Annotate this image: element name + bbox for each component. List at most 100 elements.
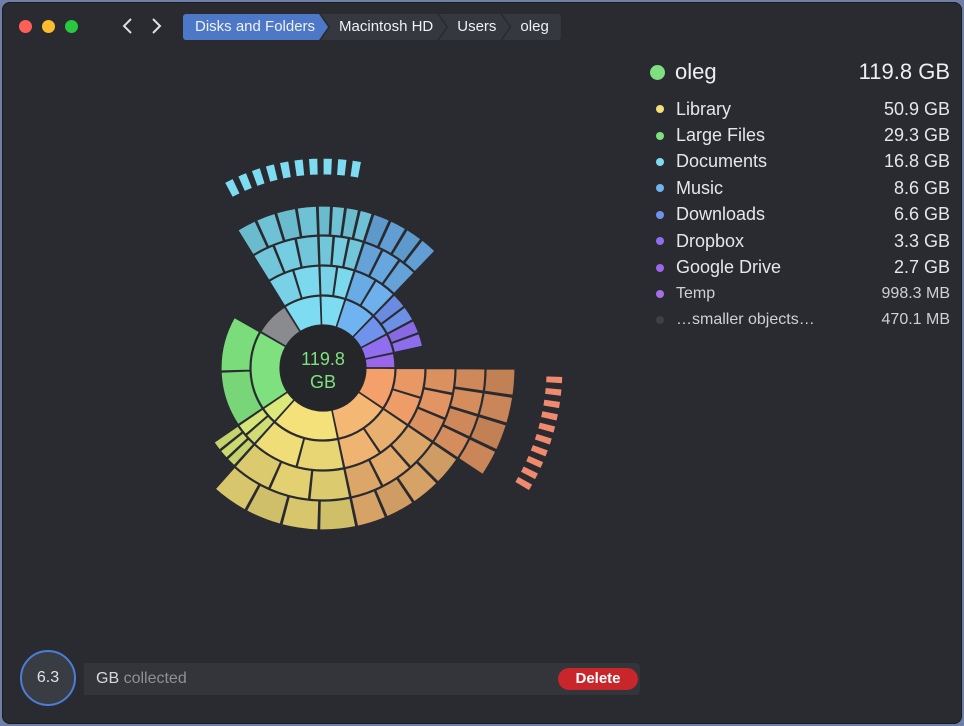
sunburst-segment[interactable] [237,408,269,436]
sunburst-segment[interactable] [318,497,357,531]
sunburst-segment[interactable] [382,388,422,426]
legend-item-dropbox[interactable]: Dropbox 3.3 GB [650,228,950,254]
sunburst-segment[interactable] [536,421,557,435]
sunburst-segment[interactable] [278,160,293,180]
sunburst-segment[interactable] [220,316,261,372]
sunburst-segment[interactable] [307,157,319,177]
sunburst-segment[interactable] [382,259,416,295]
sunburst-segment[interactable] [213,425,244,451]
center-circle[interactable] [280,325,366,411]
zoom-window-button[interactable] [65,20,78,33]
sunburst-segment[interactable] [374,477,414,518]
legend-item-large-files[interactable]: Large Files 29.3 GB [650,122,950,148]
sunburst-segment[interactable] [274,399,339,441]
sunburst-segment[interactable] [322,157,334,176]
sunburst-segment[interactable] [416,442,458,483]
sunburst-segment[interactable] [368,249,400,285]
sunburst-segment[interactable] [407,407,446,443]
sunburst-segment[interactable] [252,245,285,282]
sunburst-segment[interactable] [335,157,348,177]
sunburst-segment[interactable] [345,270,376,307]
legend-item-smaller-objects[interactable]: …smaller objects… 470.1 MB [650,307,950,333]
sunburst-segment[interactable] [457,438,497,476]
sunburst-segment[interactable] [519,464,540,481]
sunburst-segment[interactable] [390,332,424,354]
sunburst-segment[interactable] [354,241,383,277]
sunburst-segment[interactable] [350,489,387,527]
sunburst-segment[interactable] [417,388,453,420]
back-button[interactable] [118,13,138,39]
sunburst-segment[interactable] [432,425,470,459]
sunburst-segment[interactable] [220,370,264,426]
sunburst-segment[interactable] [343,238,364,271]
sunburst-segment[interactable] [539,409,560,422]
sunburst-segment[interactable] [296,205,319,238]
sunburst-segment[interactable] [292,265,321,299]
sunburst-segment[interactable] [442,406,479,438]
sunburst-segment[interactable] [330,205,346,237]
sunburst-segment[interactable] [377,220,407,255]
sunburst-segment[interactable] [344,459,383,498]
sunburst-segment[interactable] [293,158,306,178]
sunburst-segment[interactable] [245,415,275,445]
sunburst-segment[interactable] [478,392,514,424]
sunburst-segment[interactable] [423,367,456,394]
collector-drop-target[interactable]: 6.3 [20,650,76,706]
sunburst-segment[interactable] [533,432,554,447]
sunburst-segment[interactable] [317,205,332,236]
sunburst-segment[interactable] [275,207,302,242]
sunburst-segment[interactable] [254,421,305,468]
sunburst-segment[interactable] [332,266,355,300]
legend-item-library[interactable]: Library 50.9 GB [650,96,950,122]
sunburst-segment[interactable] [226,438,255,467]
sunburst-segment[interactable] [264,162,279,184]
sunburst-segment[interactable] [453,368,486,392]
sunburst-segment[interactable] [513,475,534,492]
sunburst-segment[interactable] [268,269,303,307]
forward-button[interactable] [146,13,166,39]
sunburst-segment[interactable] [529,443,550,458]
delete-button[interactable]: Delete [558,668,638,690]
sunburst-segment[interactable] [337,427,381,469]
sunburst-segment[interactable] [273,238,302,274]
legend-header[interactable]: oleg 119.8 GB [650,58,950,86]
sunburst-segment[interactable] [269,461,313,500]
sunburst-segment[interactable] [319,265,338,297]
legend-item-downloads[interactable]: Downloads 6.6 GB [650,202,950,228]
sunburst-segment[interactable] [392,367,426,399]
sunburst-segment[interactable] [296,437,345,471]
sunburst-segment[interactable] [391,228,422,263]
legend-item-music[interactable]: Music 8.6 GB [650,175,950,201]
sunburst-segment[interactable] [524,454,545,470]
sunburst-segment[interactable] [403,239,436,273]
sunburst-segment[interactable] [309,468,351,501]
close-window-button[interactable] [19,20,32,33]
sunburst-segment[interactable] [542,398,562,410]
sunburst-segment[interactable] [341,207,360,239]
sunburst-segment[interactable] [331,235,349,268]
sunburst-segment[interactable] [295,235,320,268]
sunburst-segment[interactable] [318,235,334,266]
sunburst-segment[interactable] [390,425,433,468]
breadcrumb-disks-and-folders[interactable]: Disks and Folders [183,14,328,40]
sunburst-segment[interactable] [245,484,289,525]
sunburst-chart[interactable]: 119.8 GB [2,42,642,642]
breadcrumb-users[interactable]: Users [439,14,509,40]
sunburst-segment[interactable] [364,213,391,248]
breadcrumb-macintosh-hd[interactable]: Macintosh HD [321,14,446,40]
sunburst-segment[interactable] [255,212,285,248]
sunburst-segment[interactable] [449,387,484,416]
sunburst-segment[interactable] [368,444,411,487]
sunburst-segment[interactable] [219,431,249,459]
sunburst-segment[interactable] [360,280,395,317]
sunburst-segment[interactable] [363,408,409,454]
sunburst-segment[interactable] [234,444,282,490]
sunburst-segment[interactable] [352,209,374,243]
sunburst-segment[interactable] [386,319,420,344]
legend-item-temp[interactable]: Temp 998.3 MB [650,281,950,307]
sunburst-segment[interactable] [469,415,508,451]
sunburst-segment[interactable] [236,171,254,193]
breadcrumb-oleg[interactable]: oleg [502,14,561,40]
sunburst-segment[interactable] [397,461,438,503]
legend-item-google-drive[interactable]: Google Drive 2.7 GB [650,254,950,280]
